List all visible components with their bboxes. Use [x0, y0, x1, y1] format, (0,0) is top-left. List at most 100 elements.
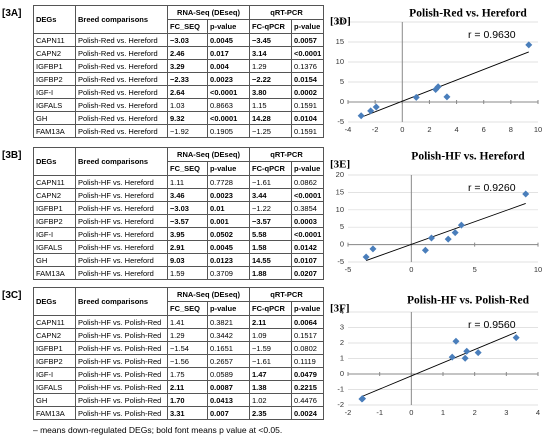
x-tick-label: 8: [509, 125, 513, 134]
y-tick-label: 10: [336, 57, 344, 66]
table-cell: 0.1119: [291, 354, 324, 368]
table-row: FAM13A Polish-Red vs. Hereford −1.92 0.1905…: [33, 124, 324, 138]
table-cell: 3.95: [167, 227, 208, 241]
table-cell: −1.54: [167, 341, 208, 355]
x-tick-label: 3: [504, 408, 508, 417]
table-cell: 0.01: [207, 201, 250, 215]
table-cell: 1.03: [167, 98, 208, 112]
table-row: IGF-I Polish-Red vs. Hereford 2.64 <0.0001 3…: [33, 85, 324, 99]
y-tick-label: 2: [340, 338, 344, 347]
table-cell: CAPN2: [33, 328, 76, 342]
table-row: GH Polish-HF vs. Polish-Red 1.70 0.0413 1.02…: [33, 393, 324, 407]
point: [525, 41, 533, 49]
table-row: GH Polish-Red vs. Hereford 9.32 <0.0001 14.2…: [33, 111, 324, 125]
table-cell: 3.14: [249, 46, 292, 60]
table-cell: 0.8663: [207, 98, 250, 112]
point: [434, 83, 442, 91]
table-row: IGFBP1 Polish-Red vs. Hereford 3.29 0.004 1.…: [33, 59, 324, 73]
data-table: DEGs Breed comparisons RNA-Seq (DEseq) qRT-…: [33, 147, 324, 280]
table-cell: IGF-I: [33, 367, 76, 381]
point: [367, 107, 375, 115]
chart-title: Polish-HF vs. Polish-Red: [407, 295, 530, 307]
table-cell: 1.58: [249, 240, 292, 254]
header-cell: Breed comparisons: [75, 287, 168, 316]
table-cell: 0.0064: [291, 315, 324, 329]
table-cell: Polish-HF vs. Polish-Red: [75, 393, 168, 407]
point: [358, 395, 366, 403]
trendline: [361, 331, 517, 397]
table-cell: 1.70: [167, 393, 208, 407]
x-tick-label: 10: [534, 125, 542, 134]
table-cell: FAM13A: [33, 124, 76, 138]
subheader-cell: p-value: [291, 19, 324, 34]
header-cell: qRT-PCR: [249, 287, 324, 302]
trendline: [361, 51, 529, 118]
table-row: FAM13A Polish-HF vs. Polish-Red 3.31 0.007 2…: [33, 406, 324, 420]
table-cell: 1.38: [249, 380, 292, 394]
table-cell: −1.59: [249, 341, 292, 355]
table-cell: 0.0413: [207, 393, 250, 407]
table-cell: 0.7728: [207, 175, 250, 189]
table-cell: 1.47: [249, 367, 292, 381]
table-cell: 0.0142: [291, 240, 324, 254]
header-row: DEGs Breed comparisons RNA-Seq (DEseq) qRT-…: [33, 147, 324, 176]
table-cell: −1.25: [249, 124, 292, 138]
table-cell: −3.03: [167, 201, 208, 215]
table-cell: 0.0002: [291, 85, 324, 99]
table-row: IGF-I Polish-HF vs. Hereford 3.95 0.0502 5.5…: [33, 227, 324, 241]
header-cell: DEGs: [33, 5, 76, 34]
y-tick-label: 5: [340, 222, 344, 231]
table-cell: 0.017: [207, 46, 250, 60]
header-cell: Breed comparisons: [75, 5, 168, 34]
point: [372, 103, 380, 111]
point: [451, 229, 459, 237]
y-tick-label: -5: [337, 117, 344, 126]
subheader-cell: p-value: [207, 301, 250, 316]
table-cell: Polish-HF vs. Polish-Red: [75, 328, 168, 342]
point: [452, 337, 460, 345]
table-cell: 0.007: [207, 406, 250, 420]
subheader-cell: FC-qPCR: [249, 19, 292, 34]
x-tick-label: -2: [345, 408, 352, 417]
table-label: [3A]: [2, 8, 22, 19]
table-row: IGFALS Polish-Red vs. Hereford 1.03 0.8663 1…: [33, 98, 324, 112]
header-cell: RNA-Seq (DEseq): [167, 287, 250, 302]
table-cell: Polish-Red vs. Hereford: [75, 46, 168, 60]
table-cell: 0.0023: [207, 188, 250, 202]
table-cell: 0.4476: [291, 393, 324, 407]
table-cell: 2.35: [249, 406, 292, 420]
y-tick-label: 3: [340, 322, 344, 331]
point: [474, 349, 482, 357]
table-cell: Polish-HF vs. Hereford: [75, 175, 168, 189]
table-cell: IGF-I: [33, 227, 76, 241]
annotation: r = 0.9630: [468, 29, 516, 41]
table-cell: 2.91: [167, 240, 208, 254]
data-table: DEGs Breed comparisons RNA-Seq (DEseq) qRT-…: [33, 287, 324, 420]
subheader-cell: p-value: [207, 19, 250, 34]
table-cell: −1.61: [249, 175, 292, 189]
table-cell: 0.0003: [291, 214, 324, 228]
footnote: – means down-regulated DEGs; bold font m…: [33, 425, 283, 435]
table-row: IGFALS Polish-HF vs. Polish-Red 2.11 0.0087…: [33, 380, 324, 394]
table-cell: 0.0087: [207, 380, 250, 394]
table-cell: 0.0123: [207, 253, 250, 267]
table-cell: 0.3854: [291, 201, 324, 215]
table-cell: IGFALS: [33, 240, 76, 254]
table-cell: 0.0479: [291, 367, 324, 381]
header-cell: RNA-Seq (DEseq): [167, 147, 250, 162]
point: [421, 246, 429, 254]
x-tick-label: 10: [534, 265, 542, 274]
table-cell: 0.0862: [291, 175, 324, 189]
table-cell: 1.29: [249, 59, 292, 73]
table-cell: −2.33: [167, 72, 208, 86]
table-cell: 9.32: [167, 111, 208, 125]
panel-label: [3E]: [330, 159, 350, 171]
table-cell: <0.0001: [291, 227, 324, 241]
table-cell: IGFBP1: [33, 201, 76, 215]
point: [461, 354, 469, 362]
table-row: CAPN11 Polish-HF vs. Polish-Red 1.41 0.3821…: [33, 315, 324, 329]
table-row: IGFBP1 Polish-HF vs. Polish-Red −1.54 0.165…: [33, 341, 324, 355]
table-cell: IGFBP1: [33, 341, 76, 355]
point: [522, 190, 530, 198]
trendline: [365, 203, 526, 261]
